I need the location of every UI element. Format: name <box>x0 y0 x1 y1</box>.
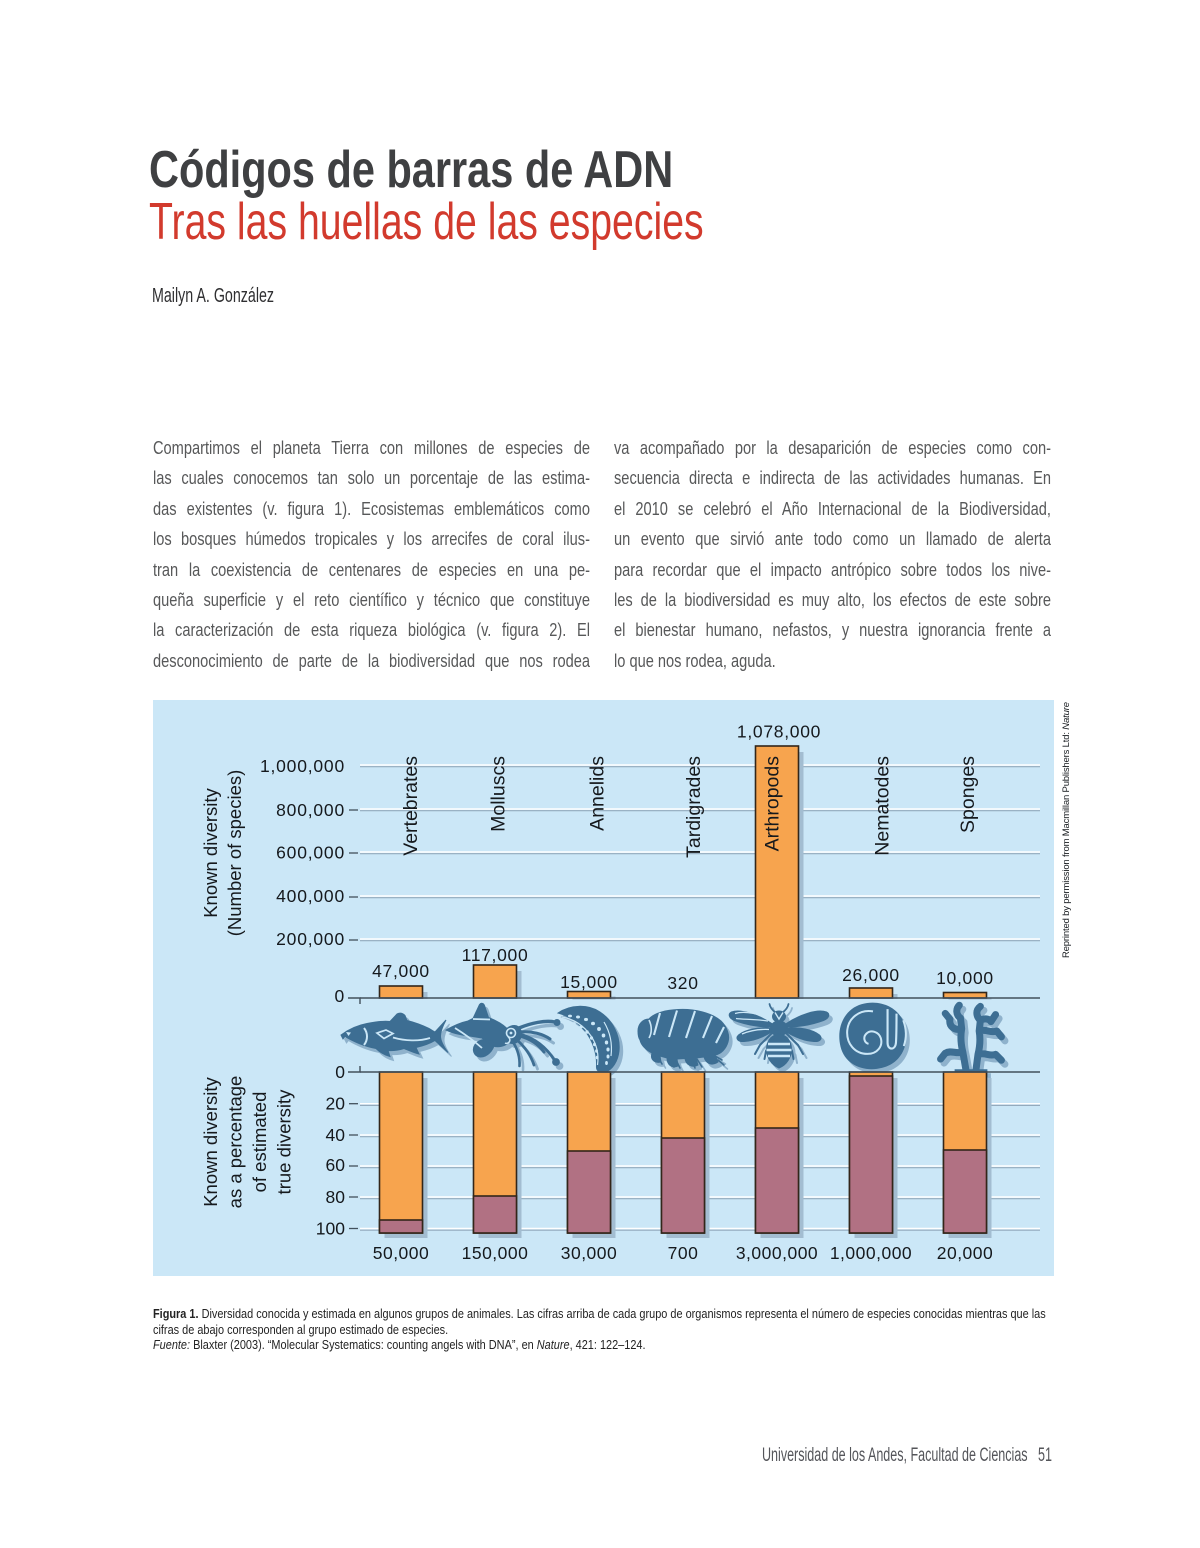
svg-text:Sponges: Sponges <box>957 756 979 833</box>
svg-text:Molluscs: Molluscs <box>488 756 510 832</box>
svg-text:as a percentage: as a percentage <box>225 1076 246 1209</box>
svg-text:150,000: 150,000 <box>462 1243 529 1263</box>
svg-text:47,000: 47,000 <box>372 961 430 981</box>
svg-text:117,000: 117,000 <box>462 945 529 965</box>
svg-text:Arthropods: Arthropods <box>762 756 784 852</box>
svg-text:10,000: 10,000 <box>936 968 994 988</box>
svg-text:400,000: 400,000 <box>276 886 345 906</box>
svg-text:1,000,000: 1,000,000 <box>260 756 345 776</box>
svg-text:3,000,000: 3,000,000 <box>736 1243 818 1263</box>
svg-text:Known diversity: Known diversity <box>200 787 221 917</box>
svg-text:40: 40 <box>326 1125 346 1145</box>
svg-text:0: 0 <box>334 986 345 1006</box>
svg-text:Nematodes: Nematodes <box>872 756 894 856</box>
svg-text:100: 100 <box>316 1219 345 1239</box>
svg-text:Reprinted by permission from M: Reprinted by permission from Macmillan P… <box>1061 702 1072 958</box>
svg-text:700: 700 <box>668 1243 699 1263</box>
svg-text:Known diversity: Known diversity <box>200 1076 221 1206</box>
svg-text:0: 0 <box>335 1062 345 1082</box>
svg-text:Vertebrates: Vertebrates <box>400 756 422 856</box>
svg-text:80: 80 <box>326 1187 346 1207</box>
svg-text:15,000: 15,000 <box>560 972 618 992</box>
svg-text:60: 60 <box>326 1155 346 1175</box>
svg-text:50,000: 50,000 <box>373 1243 430 1263</box>
svg-text:of estimated: of estimated <box>249 1092 270 1193</box>
svg-text:600,000: 600,000 <box>276 843 345 863</box>
svg-text:Tardigrades: Tardigrades <box>683 756 705 858</box>
svg-text:Annelids: Annelids <box>587 756 609 831</box>
svg-text:20: 20 <box>326 1094 346 1114</box>
svg-text:26,000: 26,000 <box>842 965 900 985</box>
svg-text:1,000,000: 1,000,000 <box>830 1243 912 1263</box>
svg-text:800,000: 800,000 <box>276 800 345 820</box>
svg-text:200,000: 200,000 <box>276 929 345 949</box>
svg-text:(Number of species): (Number of species) <box>224 770 245 937</box>
svg-text:true diversity: true diversity <box>274 1089 295 1195</box>
svg-text:30,000: 30,000 <box>561 1243 618 1263</box>
svg-text:320: 320 <box>667 973 698 993</box>
svg-text:20,000: 20,000 <box>937 1243 994 1263</box>
svg-text:1,078,000: 1,078,000 <box>737 722 821 742</box>
